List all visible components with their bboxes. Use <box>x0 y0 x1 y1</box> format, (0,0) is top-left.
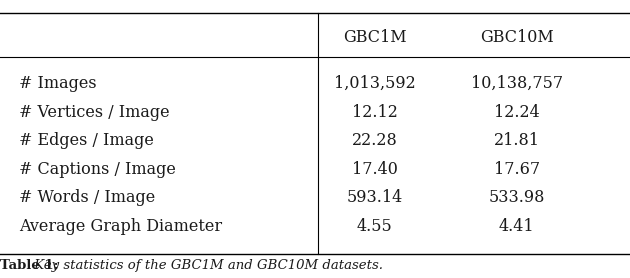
Text: # Captions / Image: # Captions / Image <box>19 161 176 178</box>
Text: # Edges / Image: # Edges / Image <box>19 132 154 149</box>
Text: # Vertices / Image: # Vertices / Image <box>19 103 169 121</box>
Text: 17.67: 17.67 <box>493 161 540 178</box>
Text: 1,013,592: 1,013,592 <box>334 75 416 92</box>
Text: 12.24: 12.24 <box>494 103 539 121</box>
Text: Key statistics of the GBC1M and GBC10M datasets.: Key statistics of the GBC1M and GBC10M d… <box>30 259 383 272</box>
Text: Average Graph Diameter: Average Graph Diameter <box>19 218 222 235</box>
Text: 593.14: 593.14 <box>346 189 403 207</box>
Text: 21.81: 21.81 <box>493 132 540 149</box>
Text: # Words / Image: # Words / Image <box>19 189 155 207</box>
Text: 533.98: 533.98 <box>488 189 545 207</box>
Text: GBC10M: GBC10M <box>479 29 554 46</box>
Text: Table 1:: Table 1: <box>0 259 59 272</box>
Text: 4.41: 4.41 <box>499 218 534 235</box>
Text: # Images: # Images <box>19 75 96 92</box>
Text: 4.55: 4.55 <box>357 218 392 235</box>
Text: 22.28: 22.28 <box>352 132 398 149</box>
Text: 10,138,757: 10,138,757 <box>471 75 563 92</box>
Text: GBC1M: GBC1M <box>343 29 406 46</box>
Text: 17.40: 17.40 <box>352 161 398 178</box>
Text: 12.12: 12.12 <box>352 103 398 121</box>
